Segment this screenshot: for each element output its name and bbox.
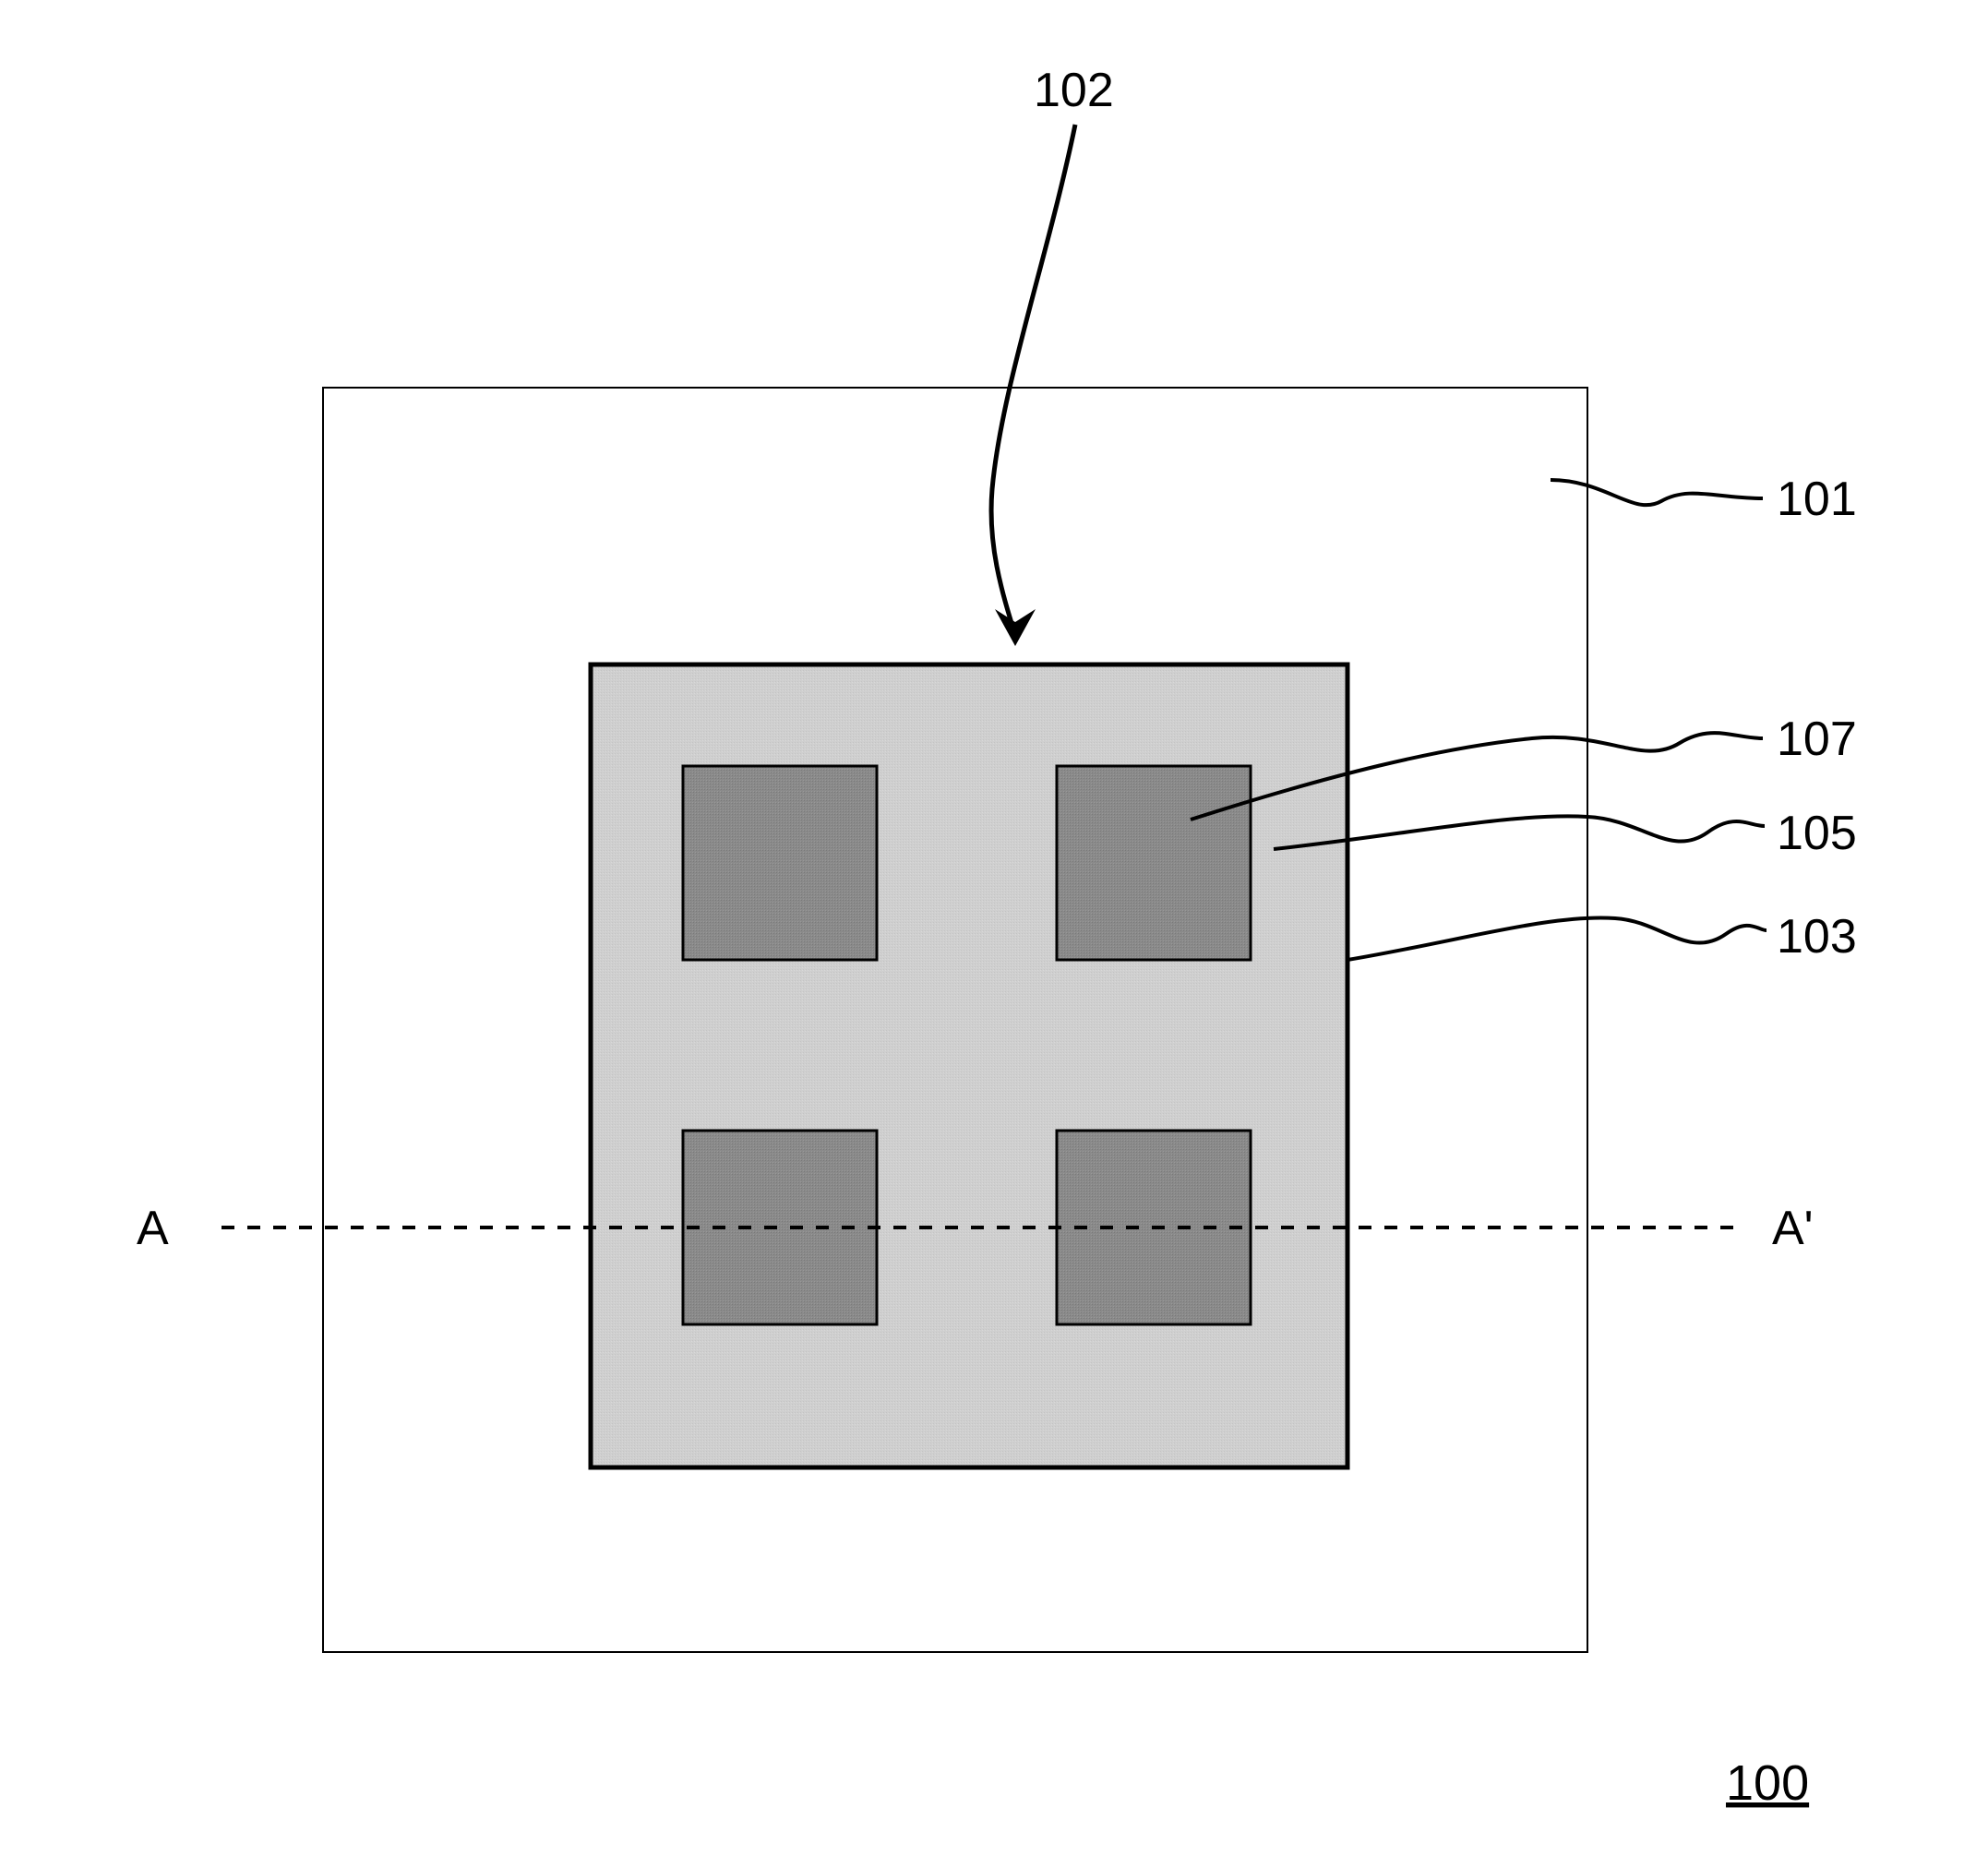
label-figure-number: 100 (1726, 1755, 1809, 1811)
label-101: 101 (1777, 473, 1857, 526)
label-105: 105 (1777, 807, 1857, 860)
diagram-svg: 102 101 107 105 103 A A' 100 (0, 0, 1988, 1856)
chip-0 (683, 766, 877, 960)
label-107: 107 (1777, 712, 1857, 766)
leader-103 (1347, 917, 1766, 960)
label-103: 103 (1777, 910, 1857, 964)
label-A: A (137, 1202, 169, 1255)
label-A-prime: A' (1772, 1202, 1814, 1255)
arrow-102-shaft (991, 125, 1075, 635)
label-102: 102 (1034, 64, 1114, 117)
diagram-wrapper: 102 101 107 105 103 A A' 100 (0, 0, 1988, 1856)
chip-1 (1057, 766, 1251, 960)
arrow-102-head (995, 609, 1036, 646)
leader-101 (1551, 480, 1763, 505)
